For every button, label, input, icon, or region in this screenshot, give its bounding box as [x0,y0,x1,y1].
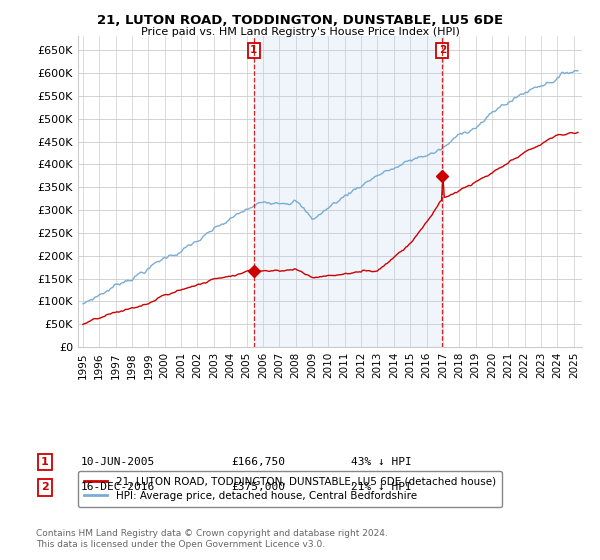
Text: £166,750: £166,750 [231,457,285,467]
Text: 2: 2 [41,482,49,492]
Text: 10-JUN-2005: 10-JUN-2005 [81,457,155,467]
Text: Contains HM Land Registry data © Crown copyright and database right 2024.
This d: Contains HM Land Registry data © Crown c… [36,529,388,549]
Text: 16-DEC-2016: 16-DEC-2016 [81,482,155,492]
Text: 2: 2 [439,45,446,55]
Text: 1: 1 [41,457,49,467]
Text: 43% ↓ HPI: 43% ↓ HPI [351,457,412,467]
Bar [254,36,442,347]
Text: 1: 1 [250,45,257,55]
Text: 21, LUTON ROAD, TODDINGTON, DUNSTABLE, LU5 6DE: 21, LUTON ROAD, TODDINGTON, DUNSTABLE, L… [97,14,503,27]
Text: 21% ↓ HPI: 21% ↓ HPI [351,482,412,492]
Text: Price paid vs. HM Land Registry's House Price Index (HPI): Price paid vs. HM Land Registry's House … [140,27,460,37]
Legend: 21, LUTON ROAD, TODDINGTON, DUNSTABLE, LU5 6DE (detached house), HPI: Average pr: 21, LUTON ROAD, TODDINGTON, DUNSTABLE, L… [78,470,502,507]
Text: £375,000: £375,000 [231,482,285,492]
